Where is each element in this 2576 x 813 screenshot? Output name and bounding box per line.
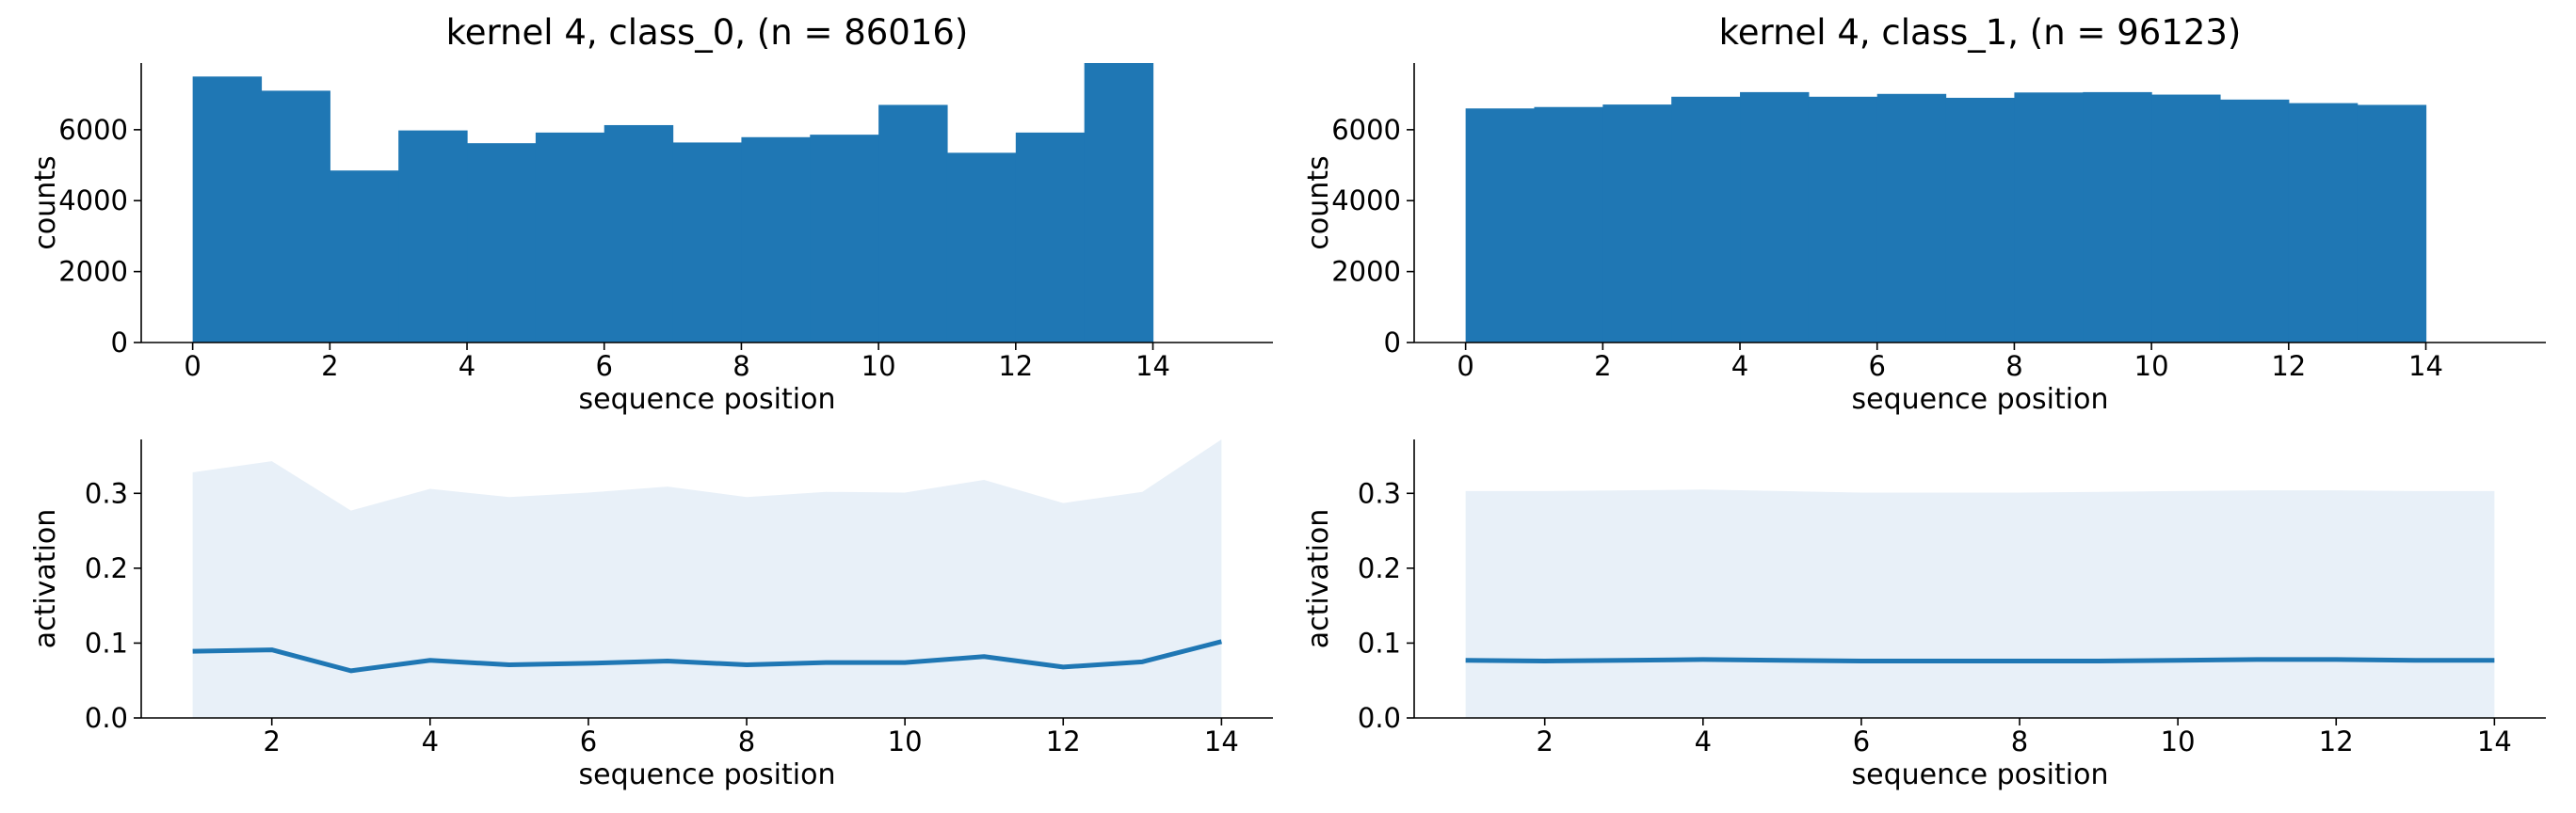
y-tick-label: 0 <box>111 327 128 359</box>
x-tick-label: 8 <box>2005 350 2022 382</box>
x-tick-label: 8 <box>2011 725 2028 757</box>
activation-mean-line <box>192 639 1222 674</box>
activation-band <box>1465 489 2495 718</box>
y-tick-label: 0.3 <box>85 477 128 509</box>
histogram-bar <box>1015 132 1086 343</box>
histogram-bar <box>467 143 537 343</box>
x-axis-label: sequence position <box>579 383 836 416</box>
y-axis-label: activation <box>1302 509 1335 649</box>
y-tick-label: 0.0 <box>85 702 128 734</box>
chart-title: kernel 4, class_1, (n = 96123) <box>1719 12 2242 53</box>
x-tick-label: 2 <box>1536 725 1553 757</box>
x-tick-label: 10 <box>861 350 896 382</box>
y-tick-label: 2000 <box>58 256 128 288</box>
x-tick-label: 6 <box>596 350 613 382</box>
x-tick-label: 10 <box>2161 725 2196 757</box>
x-tick-label: 2 <box>321 350 338 382</box>
histogram-bar <box>604 124 674 343</box>
histogram-bar <box>2014 92 2084 343</box>
histogram-bar <box>810 135 879 343</box>
y-tick-label: 0 <box>1384 327 1401 359</box>
activation-class-0-panel: 2 4 6 8 10 12 14 0.0 0.1 0.2 0.3 sequence position a… <box>29 439 1273 791</box>
activation-class-1-panel: 2 4 6 8 10 12 14 0.0 0.1 0.2 0.3 sequence position a… <box>1302 439 2546 791</box>
x-tick-label: 8 <box>738 725 755 757</box>
y-axis-label: counts <box>29 155 62 249</box>
activation-mean-line <box>1465 657 2495 664</box>
histogram-class-1-panel: 0 2 4 6 8 10 12 14 0 2000 4000 6000 sequence positio… <box>1302 12 2546 416</box>
y-tick-label: 4000 <box>58 184 128 216</box>
histogram-bar <box>398 130 468 343</box>
x-tick-label: 8 <box>733 350 749 382</box>
histogram-bar <box>2219 99 2290 343</box>
x-tick-label: 4 <box>459 350 475 382</box>
y-tick-label: 0.3 <box>1358 477 1401 509</box>
x-tick-label: 0 <box>1457 350 1473 382</box>
x-tick-label: 12 <box>2271 350 2306 382</box>
x-tick-label: 10 <box>2134 350 2169 382</box>
x-axis-label: sequence position <box>1852 383 2109 416</box>
histogram-bar <box>192 76 263 343</box>
x-tick-label: 4 <box>1695 725 1712 757</box>
x-tick-label: 10 <box>888 725 923 757</box>
x-tick-label: 14 <box>1204 725 1239 757</box>
x-tick-label: 4 <box>422 725 439 757</box>
histogram-bar <box>2288 103 2359 343</box>
histogram-bar <box>535 132 605 343</box>
y-tick-label: 4000 <box>1331 184 1401 216</box>
y-tick-label: 2000 <box>1331 256 1401 288</box>
histogram-bar <box>1084 63 1154 343</box>
activation-band <box>192 439 1222 718</box>
x-tick-label: 12 <box>1046 725 1081 757</box>
y-tick-label: 0.1 <box>85 627 128 659</box>
x-tick-label: 4 <box>1731 350 1748 382</box>
histogram-bar <box>741 136 811 343</box>
y-tick-label: 0.0 <box>1358 702 1401 734</box>
histogram-bar <box>672 142 743 343</box>
y-tick-label: 0.1 <box>1358 627 1401 659</box>
histogram-bar <box>1465 108 1536 343</box>
histogram-bar <box>946 152 1017 343</box>
histogram-bar <box>1740 91 1810 343</box>
histogram-bar <box>878 104 948 343</box>
x-tick-label: 6 <box>1853 725 1870 757</box>
x-tick-label: 0 <box>184 350 201 382</box>
histogram-bar <box>1534 106 1603 343</box>
x-tick-label: 2 <box>263 725 280 757</box>
y-tick-label: 0.2 <box>1358 552 1401 584</box>
x-tick-label: 14 <box>2477 725 2512 757</box>
x-axis-label: sequence position <box>1852 758 2109 791</box>
y-axis-label: activation <box>29 509 62 649</box>
y-axis-label: counts <box>1302 155 1335 249</box>
x-tick-label: 6 <box>580 725 597 757</box>
x-tick-label: 12 <box>2319 725 2354 757</box>
x-tick-label: 12 <box>998 350 1033 382</box>
histogram-bar <box>330 170 399 343</box>
y-tick-label: 0.2 <box>85 552 128 584</box>
histogram-bar <box>1945 97 2016 343</box>
x-axis-label: sequence position <box>579 758 836 791</box>
x-tick-label: 14 <box>1135 350 1170 382</box>
y-tick-label: 6000 <box>1331 114 1401 146</box>
y-tick-label: 6000 <box>58 114 128 146</box>
histogram-bar <box>1602 104 1672 343</box>
histogram-bar <box>2151 94 2221 343</box>
histogram-bar <box>1876 93 1947 343</box>
histogram-class-0-panel: 0 2 4 6 8 10 12 14 0 2000 4000 6000 sequence positio… <box>29 12 1273 416</box>
histogram-bar <box>2357 104 2427 343</box>
histogram-bar <box>1808 96 1878 343</box>
chart-title: kernel 4, class_0, (n = 86016) <box>446 12 969 53</box>
x-tick-label: 14 <box>2408 350 2443 382</box>
histogram-bar <box>2083 91 2152 343</box>
histogram-bar <box>261 90 330 343</box>
x-tick-label: 2 <box>1594 350 1611 382</box>
histogram-bar <box>1671 96 1741 343</box>
x-tick-label: 6 <box>1869 350 1886 382</box>
